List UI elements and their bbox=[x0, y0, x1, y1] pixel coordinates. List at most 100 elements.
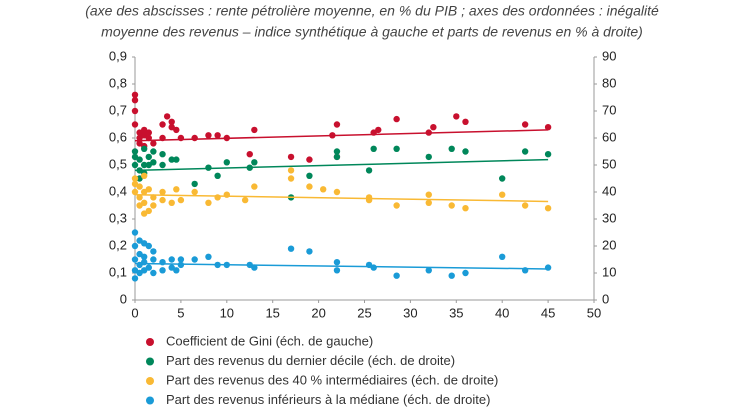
point bbox=[150, 202, 157, 209]
y-tick-label: 0,7 bbox=[109, 102, 127, 117]
point bbox=[131, 175, 139, 182]
y-tick-label: 0,3 bbox=[109, 210, 127, 225]
point bbox=[425, 153, 432, 161]
point bbox=[425, 267, 432, 274]
point bbox=[393, 272, 400, 279]
point bbox=[425, 199, 432, 206]
point bbox=[159, 267, 166, 274]
point bbox=[150, 248, 157, 255]
point bbox=[287, 175, 295, 182]
x-tick-label: 45 bbox=[541, 305, 555, 320]
point bbox=[251, 159, 258, 166]
point bbox=[287, 245, 295, 252]
point bbox=[430, 124, 437, 131]
point bbox=[145, 242, 152, 250]
point bbox=[131, 256, 139, 263]
x-tick-label: 10 bbox=[220, 305, 234, 320]
point bbox=[521, 202, 529, 209]
point bbox=[177, 196, 185, 204]
point bbox=[191, 188, 198, 196]
point bbox=[159, 151, 166, 158]
point bbox=[163, 113, 171, 120]
y-tick-label: 0,4 bbox=[109, 183, 127, 198]
point bbox=[393, 202, 400, 209]
point bbox=[145, 207, 152, 215]
point bbox=[205, 253, 212, 260]
point bbox=[462, 148, 469, 155]
y2-tick-label: 70 bbox=[602, 102, 616, 117]
y2-tick-label: 80 bbox=[602, 75, 616, 90]
x-tick-label: 0 bbox=[131, 305, 138, 320]
point bbox=[287, 167, 295, 174]
y2-tick-label: 50 bbox=[602, 156, 616, 171]
point bbox=[131, 121, 139, 128]
point bbox=[333, 267, 341, 274]
point bbox=[173, 126, 180, 134]
point bbox=[173, 267, 180, 274]
point bbox=[333, 148, 341, 155]
x-tick-label: 50 bbox=[587, 305, 601, 320]
point bbox=[453, 113, 460, 120]
point bbox=[370, 264, 377, 271]
legend-label: Coefficient de Gini (éch. de gauche) bbox=[166, 333, 373, 348]
point bbox=[150, 269, 157, 277]
point bbox=[448, 272, 455, 279]
y-tick-label: 0,5 bbox=[109, 156, 127, 171]
point bbox=[191, 256, 198, 263]
x-tick-label: 30 bbox=[403, 305, 417, 320]
point bbox=[131, 242, 139, 250]
point bbox=[544, 205, 552, 212]
legend-label: Part des revenus inférieurs à la médiane… bbox=[166, 392, 490, 407]
point bbox=[177, 256, 185, 263]
y2-tick-label: 0 bbox=[602, 291, 609, 306]
point bbox=[306, 248, 313, 255]
point bbox=[168, 199, 175, 206]
point bbox=[140, 199, 148, 206]
x-tick-label: 5 bbox=[177, 305, 184, 320]
legend-label: Part des revenus des 40 % intermédiaires… bbox=[166, 372, 498, 387]
point bbox=[145, 264, 152, 271]
point bbox=[462, 118, 469, 126]
point bbox=[205, 132, 212, 139]
point bbox=[251, 183, 258, 190]
subtitle: (axe des abscisses : rente pétrolière mo… bbox=[85, 3, 659, 19]
y2-tick-label: 20 bbox=[602, 237, 616, 252]
x-tick-label: 20 bbox=[311, 305, 325, 320]
point bbox=[544, 264, 552, 271]
point bbox=[140, 172, 148, 179]
point bbox=[173, 156, 180, 163]
y-tick-label: 0,1 bbox=[109, 264, 127, 279]
point bbox=[136, 194, 143, 201]
point bbox=[319, 186, 327, 193]
point bbox=[150, 159, 157, 166]
legend-marker bbox=[146, 357, 154, 366]
point bbox=[251, 126, 258, 134]
point bbox=[521, 148, 529, 155]
subtitle: moyenne des revenus – indice synthétique… bbox=[101, 24, 643, 40]
point bbox=[159, 196, 166, 204]
point bbox=[131, 229, 139, 236]
point bbox=[214, 132, 221, 139]
y-tick-label: 0,9 bbox=[109, 48, 127, 63]
point bbox=[131, 107, 139, 115]
x-tick-label: 40 bbox=[495, 305, 509, 320]
point bbox=[223, 159, 230, 166]
point bbox=[306, 172, 313, 179]
point bbox=[168, 118, 175, 126]
point bbox=[544, 151, 552, 158]
point bbox=[159, 188, 166, 196]
point bbox=[425, 191, 432, 198]
point bbox=[168, 256, 175, 263]
point bbox=[150, 148, 157, 155]
trend-line bbox=[134, 129, 549, 142]
point bbox=[499, 191, 506, 198]
point bbox=[333, 153, 341, 161]
point bbox=[246, 151, 253, 158]
point bbox=[131, 188, 139, 196]
y2-tick-label: 10 bbox=[602, 264, 616, 279]
trend-line bbox=[134, 158, 549, 172]
point bbox=[140, 253, 148, 260]
y2-tick-label: 40 bbox=[602, 183, 616, 198]
point bbox=[131, 91, 139, 99]
point bbox=[448, 202, 455, 209]
